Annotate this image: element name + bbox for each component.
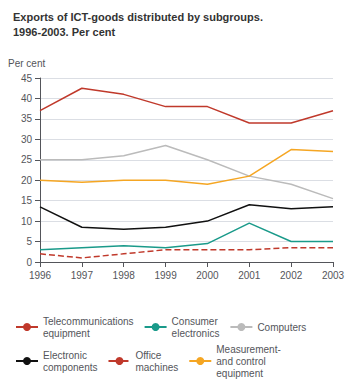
svg-text:equipment: equipment	[43, 328, 90, 339]
svg-text:1996-2003. Per cent: 1996-2003. Per cent	[13, 26, 115, 38]
svg-text:components: components	[43, 362, 97, 373]
svg-text:40: 40	[21, 93, 33, 104]
svg-text:Electronic: Electronic	[43, 350, 87, 361]
svg-text:5: 5	[26, 236, 32, 247]
svg-text:30: 30	[21, 134, 33, 145]
svg-text:1997: 1997	[71, 270, 94, 281]
svg-text:2000: 2000	[196, 270, 219, 281]
svg-text:equipment: equipment	[216, 368, 263, 379]
svg-text:Measurement-: Measurement-	[216, 344, 280, 355]
svg-text:electronics: electronics	[172, 328, 220, 339]
svg-text:15: 15	[21, 195, 33, 206]
svg-text:Consumer: Consumer	[172, 316, 219, 327]
svg-text:1996: 1996	[29, 270, 52, 281]
svg-text:0: 0	[26, 257, 32, 268]
svg-text:2002: 2002	[280, 270, 303, 281]
svg-text:2001: 2001	[238, 270, 261, 281]
svg-text:Exports of ICT-goods distribut: Exports of ICT-goods distributed by subg…	[13, 11, 263, 23]
svg-text:Computers: Computers	[257, 322, 306, 333]
svg-text:Office: Office	[135, 350, 161, 361]
svg-text:1998: 1998	[113, 270, 136, 281]
svg-text:35: 35	[21, 113, 33, 124]
svg-text:2003: 2003	[322, 270, 345, 281]
svg-text:and control: and control	[216, 356, 265, 367]
svg-text:1999: 1999	[154, 270, 177, 281]
svg-text:20: 20	[21, 175, 33, 186]
svg-text:Per cent: Per cent	[8, 58, 45, 69]
svg-text:Telecommunications: Telecommunications	[43, 316, 134, 327]
svg-text:10: 10	[21, 216, 33, 227]
svg-text:25: 25	[21, 154, 33, 165]
svg-text:45: 45	[21, 73, 33, 84]
svg-text:machines: machines	[135, 362, 178, 373]
